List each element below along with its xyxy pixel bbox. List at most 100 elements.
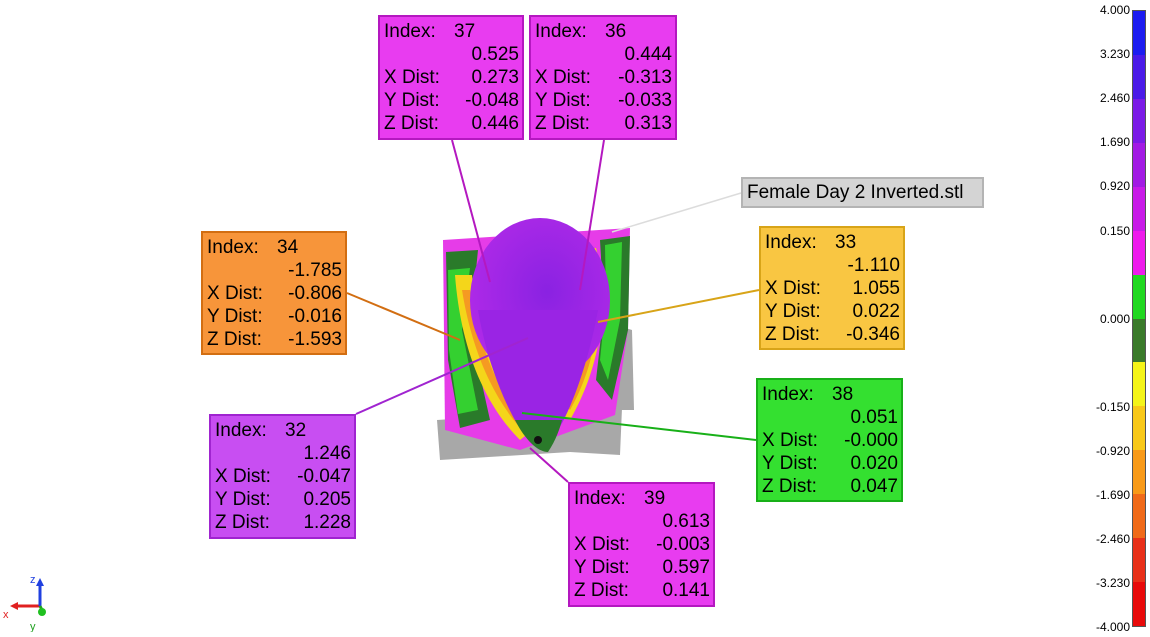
color-scale-segment <box>1133 11 1145 56</box>
callout-deviation-row: 0.613 <box>574 510 710 533</box>
mesh-left-edge-light <box>448 268 478 414</box>
color-scale-bar <box>1132 10 1146 627</box>
x-dist-value: -0.000 <box>844 430 898 451</box>
color-scale-tick-label: 0.150 <box>1099 224 1130 238</box>
callout-index-36[interactable]: Index: 36 0.444 X Dist: -0.313 Y Dist: -0.033 Z… <box>529 15 677 140</box>
index-value: 32 <box>285 420 307 441</box>
callout-x-row: X Dist: -0.047 <box>215 465 351 488</box>
callout-y-row: Y Dist: -0.048 <box>384 89 519 112</box>
color-scale-tick-label: 2.460 <box>1099 91 1130 105</box>
axis-triad: x z y <box>3 574 46 632</box>
callout-index-37[interactable]: Index: 37 0.525 X Dist: 0.273 Y Dist: -0.048 Z … <box>378 15 524 140</box>
mesh-model[interactable] <box>437 218 634 460</box>
callout-index-33[interactable]: Index: 33 -1.110 X Dist: 1.055 Y Dist: 0.022 Z … <box>759 226 905 350</box>
callout-z-row: Z Dist: -0.346 <box>765 323 900 346</box>
color-scale-segment <box>1133 186 1145 232</box>
color-scale-tick-label: -0.920 <box>1095 444 1130 458</box>
mesh-left-band-orange <box>462 290 526 430</box>
callout-deviation-row: -1.785 <box>207 259 342 282</box>
callout-y-row: Y Dist: -0.016 <box>207 305 342 328</box>
color-scale-tick-label: -3.230 <box>1095 576 1130 590</box>
axis-y-dot <box>38 608 46 616</box>
callout-z-row: Z Dist: 0.141 <box>574 579 710 602</box>
deviation-value: 0.444 <box>624 44 672 65</box>
x-dist-label: X Dist: <box>535 67 591 88</box>
file-name-label[interactable]: Female Day 2 Inverted.stl <box>741 177 984 208</box>
callout-y-row: Y Dist: 0.205 <box>215 488 351 511</box>
callout-index-32[interactable]: Index: 32 1.246 X Dist: -0.047 Y Dist: 0.205 Z … <box>209 414 356 539</box>
color-scale-tick-label: 0.920 <box>1099 179 1130 193</box>
callout-z-row: Z Dist: 1.228 <box>215 511 351 534</box>
y-dist-value: 0.022 <box>852 301 900 322</box>
callout-index-row: Index: 39 <box>574 487 710 510</box>
callout-x-row: X Dist: 1.055 <box>765 277 900 300</box>
z-dist-label: Z Dist: <box>762 476 817 497</box>
index-label: Index: <box>384 21 436 42</box>
callout-z-row: Z Dist: 0.047 <box>762 475 898 498</box>
callout-index-row: Index: 36 <box>535 20 672 43</box>
index-value: 33 <box>835 232 857 253</box>
callout-y-row: Y Dist: -0.033 <box>535 89 672 112</box>
axis-z-label: z <box>30 574 36 586</box>
callout-index-38[interactable]: Index: 38 0.051 X Dist: -0.000 Y Dist: 0.020 Z … <box>756 378 903 502</box>
file-label-leader <box>611 192 742 233</box>
y-dist-value: 0.597 <box>662 557 710 578</box>
color-scale-segment <box>1133 98 1145 144</box>
deviation-value: -1.110 <box>847 255 900 276</box>
x-dist-value: -0.313 <box>618 67 672 88</box>
color-scale-tick-label: -1.690 <box>1095 488 1130 502</box>
x-dist-value: -0.047 <box>297 466 351 487</box>
mesh-tip-dot <box>534 436 542 444</box>
callout-deviation-row: 0.525 <box>384 43 519 66</box>
callout-deviation-row: 1.246 <box>215 442 351 465</box>
y-dist-label: Y Dist: <box>384 90 440 111</box>
callout-index-row: Index: 33 <box>765 231 900 254</box>
color-scale-segment <box>1133 362 1145 407</box>
callout-index-39[interactable]: Index: 39 0.613 X Dist: -0.003 Y Dist: 0.597 Z … <box>568 482 715 607</box>
callout-index-34[interactable]: Index: 34 -1.785 X Dist: -0.806 Y Dist: -0.016… <box>201 231 347 355</box>
y-dist-value: 0.020 <box>850 453 898 474</box>
color-scale-segment <box>1133 450 1145 495</box>
callout-index-row: Index: 38 <box>762 383 898 406</box>
index-value: 37 <box>454 21 476 42</box>
mesh-right-edge-light <box>600 242 622 380</box>
callout-leader-32 <box>355 337 529 415</box>
y-dist-value: -0.033 <box>618 90 672 111</box>
z-dist-label: Z Dist: <box>535 113 590 134</box>
axis-x-label: x <box>3 609 9 621</box>
callout-leader-34 <box>346 292 461 341</box>
z-dist-label: Z Dist: <box>384 113 439 134</box>
color-scale-segment <box>1133 318 1145 363</box>
callout-x-row: X Dist: -0.806 <box>207 282 342 305</box>
y-dist-label: Y Dist: <box>574 557 630 578</box>
index-label: Index: <box>215 420 267 441</box>
x-dist-label: X Dist: <box>207 283 263 304</box>
index-value: 39 <box>644 488 666 509</box>
x-dist-value: -0.003 <box>656 534 710 555</box>
z-dist-label: Z Dist: <box>215 512 270 533</box>
index-label: Index: <box>762 384 814 405</box>
z-dist-value: 1.228 <box>303 512 351 533</box>
z-dist-value: -1.593 <box>288 329 342 350</box>
callout-x-row: X Dist: -0.313 <box>535 66 672 89</box>
x-dist-label: X Dist: <box>574 534 630 555</box>
color-scale-segment <box>1133 274 1145 319</box>
callout-z-row: Z Dist: 0.446 <box>384 112 519 135</box>
callout-x-row: X Dist: -0.000 <box>762 429 898 452</box>
callout-y-row: Y Dist: 0.022 <box>765 300 900 323</box>
deviation-value: 0.051 <box>850 407 898 428</box>
callout-leader-36 <box>579 139 605 291</box>
y-dist-value: -0.048 <box>465 90 519 111</box>
deviation-value: 1.246 <box>303 443 351 464</box>
index-value: 36 <box>605 21 627 42</box>
x-dist-value: 0.273 <box>471 67 519 88</box>
callout-z-row: Z Dist: -1.593 <box>207 328 342 351</box>
callout-z-row: Z Dist: 0.313 <box>535 112 672 135</box>
z-dist-value: 0.047 <box>850 476 898 497</box>
mesh-tip <box>515 420 562 452</box>
z-dist-label: Z Dist: <box>574 580 629 601</box>
x-dist-label: X Dist: <box>765 278 821 299</box>
x-dist-label: X Dist: <box>384 67 440 88</box>
